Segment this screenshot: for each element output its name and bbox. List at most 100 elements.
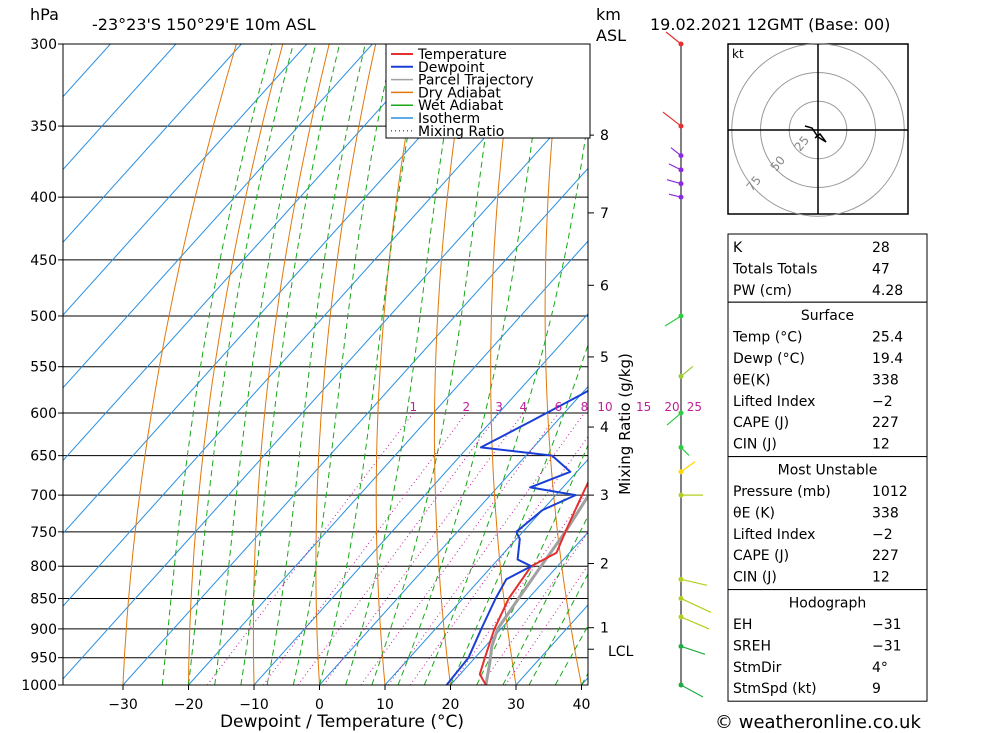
pressure-tick-label: 650 bbox=[30, 449, 57, 465]
mixing-ratio-label: 6 bbox=[555, 400, 563, 414]
index-value: 9 bbox=[872, 681, 881, 697]
isotherm-line bbox=[450, 531, 588, 685]
wind-barb-dot bbox=[678, 153, 684, 159]
mixing-ratio-label: 25 bbox=[687, 400, 702, 414]
lcl-label: LCL bbox=[608, 644, 634, 660]
wind-barb-column bbox=[662, 31, 712, 698]
wind-barb bbox=[680, 616, 710, 630]
pressure-tick-label: 850 bbox=[30, 592, 57, 608]
wet-adiabat-line bbox=[240, 44, 341, 685]
wind-barb bbox=[666, 412, 682, 426]
dry-adiabat-line bbox=[375, 44, 423, 685]
mixing-ratio-line bbox=[450, 490, 588, 685]
index-label: Totals Totals bbox=[732, 261, 817, 277]
mixing-ratio-axis-label: Mixing Ratio (g/kg) bbox=[616, 353, 634, 495]
index-value: 25.4 bbox=[872, 330, 903, 346]
legend-entry: Dewpoint bbox=[418, 60, 485, 76]
index-label: CIN (J) bbox=[733, 570, 777, 586]
index-label: Lifted Index bbox=[733, 527, 815, 543]
pressure-tick-label: 400 bbox=[30, 190, 57, 206]
isotherm-line bbox=[63, 44, 570, 607]
skewt-grid bbox=[63, 44, 588, 685]
temperature-tick-label: −20 bbox=[174, 697, 204, 713]
x-axis-label: Dewpoint / Temperature (°C) bbox=[220, 712, 464, 732]
legend-entry: Dry Adiabat bbox=[418, 85, 501, 101]
pressure-tick-label: 1000 bbox=[21, 678, 57, 694]
index-value: 19.4 bbox=[872, 351, 903, 367]
hodograph-indices-title: Hodograph bbox=[789, 596, 867, 612]
index-label: SREH bbox=[733, 638, 771, 654]
wet-adiabat-line bbox=[397, 44, 546, 685]
copyright-footer: © weatheronline.co.uk bbox=[715, 712, 921, 733]
dry-adiabat-line bbox=[122, 44, 237, 685]
index-value: 1012 bbox=[872, 484, 908, 500]
asl-unit-label: ASL bbox=[596, 26, 626, 45]
wind-barb bbox=[665, 31, 682, 45]
temperature-tick-label: 40 bbox=[573, 697, 591, 713]
index-value: 338 bbox=[872, 505, 899, 521]
mixing-ratio-line bbox=[480, 531, 588, 685]
pressure-tick-label: 950 bbox=[30, 651, 57, 667]
mixing-ratio-labels: 1 2 3 4 6 8 10 15 20 25 bbox=[409, 400, 702, 414]
mixing-ratio-label: 4 bbox=[519, 400, 527, 414]
skewt-profiles bbox=[445, 389, 588, 685]
index-value: 12 bbox=[872, 437, 890, 453]
wind-barb-dot bbox=[678, 41, 684, 47]
wet-adiabat-line bbox=[423, 116, 588, 685]
parcel-trajectory-profile bbox=[484, 493, 588, 685]
dry-adiabat-line bbox=[544, 44, 582, 685]
pressure-tick-label: 300 bbox=[30, 37, 57, 53]
legend-entry: Mixing Ratio bbox=[418, 124, 504, 140]
dewpoint-profile bbox=[445, 389, 588, 685]
index-label: PW (cm) bbox=[733, 283, 792, 299]
pressure-axis: 300 350 400 450 500 550 600 650 700 750 800 850 900 9… bbox=[21, 37, 63, 694]
index-label: CIN (J) bbox=[733, 437, 777, 453]
km-tick-label: 6 bbox=[600, 278, 609, 294]
hodograph-indices-box bbox=[727, 589, 928, 702]
dry-adiabat-line bbox=[490, 44, 517, 685]
isotherm-line bbox=[63, 44, 177, 171]
index-label: Temp (°C) bbox=[732, 330, 802, 346]
index-value: 4.28 bbox=[872, 283, 903, 299]
wet-adiabat-line bbox=[502, 514, 588, 685]
isotherm-line bbox=[63, 94, 588, 680]
index-value: 47 bbox=[872, 261, 890, 277]
mixing-ratio-label: 15 bbox=[636, 400, 651, 414]
km-tick-label: 7 bbox=[600, 206, 609, 222]
mixing-ratio-label: 8 bbox=[581, 400, 589, 414]
dry-adiabat-line bbox=[188, 44, 284, 685]
km-tick-label: 5 bbox=[600, 350, 609, 366]
index-label: θE(K) bbox=[733, 372, 771, 388]
mixing-ratio-line bbox=[206, 412, 414, 685]
isotherm-line bbox=[319, 385, 588, 685]
legend-entry: Parcel Trajectory bbox=[418, 73, 534, 89]
wind-barb bbox=[680, 684, 704, 698]
wind-barb-dot bbox=[678, 595, 684, 601]
pressure-tick-label: 900 bbox=[30, 622, 57, 638]
pressure-tick-label: 600 bbox=[30, 406, 57, 422]
isotherm-line bbox=[63, 44, 439, 462]
wet-adiabat-line bbox=[188, 44, 294, 685]
mixing-ratio-line bbox=[262, 412, 467, 685]
km-tick-label: 3 bbox=[600, 488, 609, 504]
wind-barb-dot bbox=[678, 373, 684, 379]
index-value: −2 bbox=[872, 394, 893, 410]
hodograph-unit-label: kt bbox=[732, 47, 744, 61]
mixing-ratio-label: 3 bbox=[495, 400, 503, 414]
index-value: 12 bbox=[872, 570, 890, 586]
wind-barb bbox=[680, 645, 706, 655]
hodograph-trace bbox=[804, 125, 827, 143]
pressure-tick-label: 700 bbox=[30, 488, 57, 504]
index-value: −2 bbox=[872, 527, 893, 543]
surface-indices-title: Surface bbox=[801, 308, 854, 324]
plot-frame bbox=[62, 43, 589, 686]
location-title: -23°23'S 150°29'E 10m ASL bbox=[92, 15, 316, 34]
index-label: CAPE (J) bbox=[733, 415, 789, 431]
km-tick-label: 8 bbox=[600, 128, 609, 144]
wet-adiabat-line bbox=[214, 44, 317, 685]
km-tick-label: 1 bbox=[600, 621, 609, 637]
index-label: StmDir bbox=[733, 660, 782, 676]
